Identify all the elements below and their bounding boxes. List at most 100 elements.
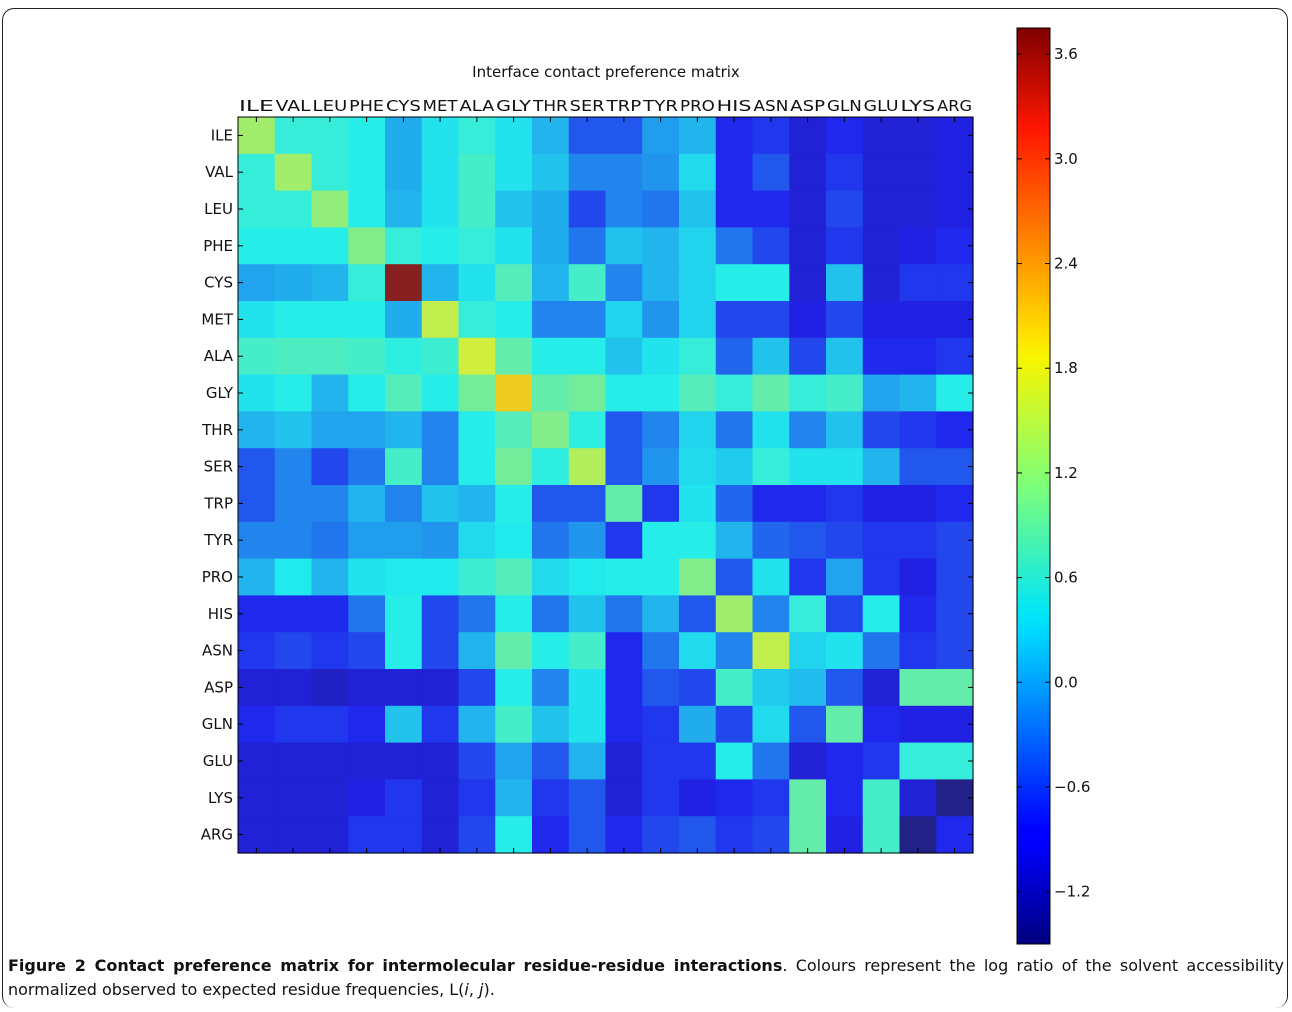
heatmap-cell-gln-gln [826, 705, 864, 744]
heatmap-cell-glu-trp [605, 742, 643, 780]
heatmap-cell-gly-phe [348, 374, 386, 412]
heatmap-cell-val-gly [495, 153, 533, 192]
heatmap-cell-gln-asp [789, 705, 827, 744]
column-label-gln: GLN [827, 97, 862, 115]
heatmap-cell-gly-pro [679, 374, 717, 412]
heatmap-cell-tyr-lys [899, 521, 937, 560]
heatmap-cell-thr-pro [679, 411, 717, 449]
heatmap-cell-gly-ser [568, 374, 607, 412]
colorbar-tick-label: −1.2 [1054, 883, 1090, 901]
heatmap-cell-arg-asn [752, 816, 790, 854]
row-label-glu: GLU [203, 752, 233, 770]
heatmap-cell-asp-val [274, 669, 313, 707]
heatmap-cell-lys-gly [495, 779, 533, 817]
heatmap-cell-gln-arg [936, 705, 974, 744]
heatmap-cell-pro-gln [826, 558, 864, 596]
heatmap-cell-tyr-phe [348, 521, 386, 560]
heatmap-cell-thr-met [421, 411, 460, 449]
heatmap-cell-leu-gly [495, 190, 533, 228]
heatmap-cell-cys-ile [238, 264, 276, 302]
heatmap-cell-leu-asn [752, 190, 790, 228]
heatmap-cell-lys-met [421, 779, 460, 817]
heatmap-cell-glu-his [715, 742, 754, 780]
heatmap-cell-ser-lys [899, 448, 937, 486]
heatmap-cell-asn-asn [752, 632, 790, 670]
column-label-val: VAL [276, 97, 312, 115]
heatmap-cell-pro-cys [385, 558, 423, 596]
heatmap-cell-tyr-ala [458, 521, 496, 560]
heatmap-cell-tyr-pro [679, 521, 717, 560]
heatmap-cell-gly-thr [532, 374, 570, 412]
heatmap-cell-cys-asp [789, 264, 827, 302]
heatmap-cell-thr-asn [752, 411, 790, 449]
heatmap-cell-asp-gly [495, 669, 533, 707]
heatmap-cell-ser-trp [605, 448, 643, 486]
colorbar-tick-label: 1.2 [1054, 464, 1078, 482]
heatmap-cell-lys-phe [348, 779, 386, 817]
heatmap-cell-thr-asp [789, 411, 827, 449]
figure-label: Figure 2 [8, 956, 86, 975]
heatmap-cell-ala-asn [752, 337, 790, 376]
heatmap-cell-phe-ile [238, 227, 276, 265]
heatmap-cell-gly-cys [385, 374, 423, 412]
heatmap-cell-thr-ser [568, 411, 607, 449]
row-label-cys: CYS [204, 274, 233, 292]
heatmap-cell-lys-ser [568, 779, 607, 817]
heatmap-cell-gln-asn [752, 705, 790, 744]
heatmap-cell-asp-trp [605, 669, 643, 707]
heatmap-cell-trp-met [421, 485, 460, 523]
heatmap-cell-leu-met [421, 190, 460, 228]
heatmap-cell-cys-met [421, 264, 460, 302]
heatmap-cell-ala-gln [826, 337, 864, 376]
heatmap-cell-lys-leu [311, 779, 349, 817]
heatmap-cell-gln-phe [348, 705, 386, 744]
heatmap-cell-cys-cys [385, 264, 423, 302]
caption-comma: , [468, 980, 480, 999]
heatmap-cell-phe-gly [495, 227, 533, 265]
heatmap-cell-tyr-asn [752, 521, 790, 560]
heatmap-cell-asp-thr [532, 669, 570, 707]
heatmap-cell-thr-gly [495, 411, 533, 449]
heatmap-cell-ile-val [274, 117, 313, 155]
heatmap-cell-trp-leu [311, 485, 349, 523]
heatmap-cell-lys-thr [532, 779, 570, 817]
heatmap-cell-trp-his [715, 485, 754, 523]
heatmap-cell-met-trp [605, 301, 643, 339]
heatmap-cell-ile-tyr [642, 117, 680, 155]
heatmap-cell-met-glu [862, 301, 901, 339]
row-label-arg: ARG [201, 826, 233, 844]
heatmap-cell-glu-ser [568, 742, 607, 780]
heatmap-cell-gly-gly [495, 374, 533, 412]
heatmap-cell-lys-asn [752, 779, 790, 817]
heatmap-cell-gln-leu [311, 705, 349, 744]
heatmap-cell-glu-lys [899, 742, 937, 780]
heatmap-cell-arg-ala [458, 816, 496, 854]
column-label-met: MET [423, 97, 459, 115]
heatmap-cell-ile-asp [789, 117, 827, 155]
heatmap-cell-phe-leu [311, 227, 349, 265]
column-label-asp: ASP [790, 97, 825, 115]
heatmap-cell-cys-trp [605, 264, 643, 302]
heatmap-cell-cys-val [274, 264, 313, 302]
heatmap-cell-ala-trp [605, 337, 643, 376]
heatmap-cell-lys-pro [679, 779, 717, 817]
heatmap-cell-phe-tyr [642, 227, 680, 265]
heatmap-cell-met-gly [495, 301, 533, 339]
heatmap-cell-asp-leu [311, 669, 349, 707]
heatmap-cell-val-his [715, 153, 754, 192]
row-label-lys: LYS [208, 789, 233, 807]
heatmap-cell-gly-asp [789, 374, 827, 412]
heatmap-cell-his-cys [385, 595, 423, 633]
heatmap-cell-thr-gln [826, 411, 864, 449]
heatmap-cell-gln-glu [862, 705, 901, 744]
heatmap-cell-tyr-thr [532, 521, 570, 560]
heatmap-cell-met-asp [789, 301, 827, 339]
heatmap-cell-tyr-ile [238, 521, 276, 560]
heatmap-cell-thr-arg [936, 411, 974, 449]
heatmap-cell-arg-tyr [642, 816, 680, 854]
heatmap-cell-phe-ser [568, 227, 607, 265]
heatmap-cell-his-pro [679, 595, 717, 633]
heatmap-cell-trp-ala [458, 485, 496, 523]
caption-italic-j: j [479, 980, 484, 999]
row-label-met: MET [201, 310, 233, 328]
